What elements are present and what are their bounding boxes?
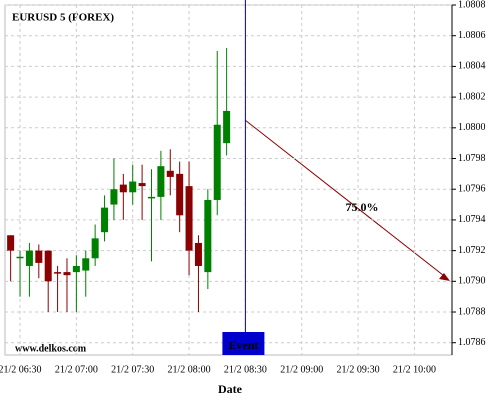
y-tick-label: 1.0790: [458, 276, 486, 287]
plot-area: [4, 4, 453, 356]
x-tick-label: 21/2 08:30: [224, 364, 267, 375]
watermark: www.delkos.com: [15, 343, 87, 354]
candle-body: [16, 256, 24, 259]
annotation: 75.0%: [346, 200, 379, 214]
x-axis-label: Date: [218, 382, 243, 396]
candle-body: [54, 272, 62, 274]
y-tick-label: 1.0792: [458, 245, 486, 256]
candle-body: [63, 272, 71, 276]
y-tick-label: 1.0800: [458, 122, 486, 133]
y-tick-label: 1.0808: [458, 0, 486, 10]
candle-body: [129, 181, 137, 193]
candle-body: [72, 265, 80, 273]
candle-body: [91, 238, 99, 259]
candle-body: [176, 173, 184, 216]
arrow-head: [439, 273, 450, 281]
candle-body: [204, 199, 212, 273]
y-tick-label: 1.0804: [458, 61, 486, 72]
y-tick-label: 1.0802: [458, 91, 486, 102]
candle-body: [110, 189, 118, 205]
event-label: Event: [228, 338, 258, 352]
y-tick-label: 1.0786: [458, 337, 486, 348]
candle-body: [147, 196, 155, 199]
candle-body: [119, 184, 127, 193]
x-tick-label: 21/2 09:30: [337, 364, 380, 375]
x-tick-label: 21/2 08:00: [168, 364, 211, 375]
candle-body: [157, 166, 165, 197]
y-tick-label: 1.0788: [458, 306, 486, 317]
y-tick-label: 1.0796: [458, 184, 486, 195]
chart-title: EURUSD 5 (FOREX): [12, 12, 114, 24]
candle-body: [82, 258, 90, 271]
candle-body: [35, 250, 43, 263]
candle-body: [7, 235, 15, 251]
candle-body: [101, 207, 109, 233]
candle-body: [223, 110, 231, 144]
x-tick-label: 21/2 07:30: [111, 364, 154, 375]
x-tick-label: 21/2 07:00: [55, 364, 98, 375]
event-box: [222, 332, 265, 355]
candle-body: [185, 186, 193, 251]
candle-body: [44, 250, 52, 282]
y-tick-label: 1.0806: [458, 30, 486, 41]
y-tick-label: 1.0794: [458, 214, 486, 225]
candle-body: [138, 183, 146, 187]
candle-body: [194, 242, 202, 266]
candle-body: [25, 250, 33, 266]
candle-body: [213, 124, 221, 200]
x-tick-label: 21/2 09:00: [280, 364, 323, 375]
candle-body: [166, 170, 174, 177]
x-tick-label: 21/2 10:00: [393, 364, 436, 375]
y-tick-label: 1.0798: [458, 153, 486, 164]
x-tick-label: 21/2 06:30: [0, 364, 42, 375]
